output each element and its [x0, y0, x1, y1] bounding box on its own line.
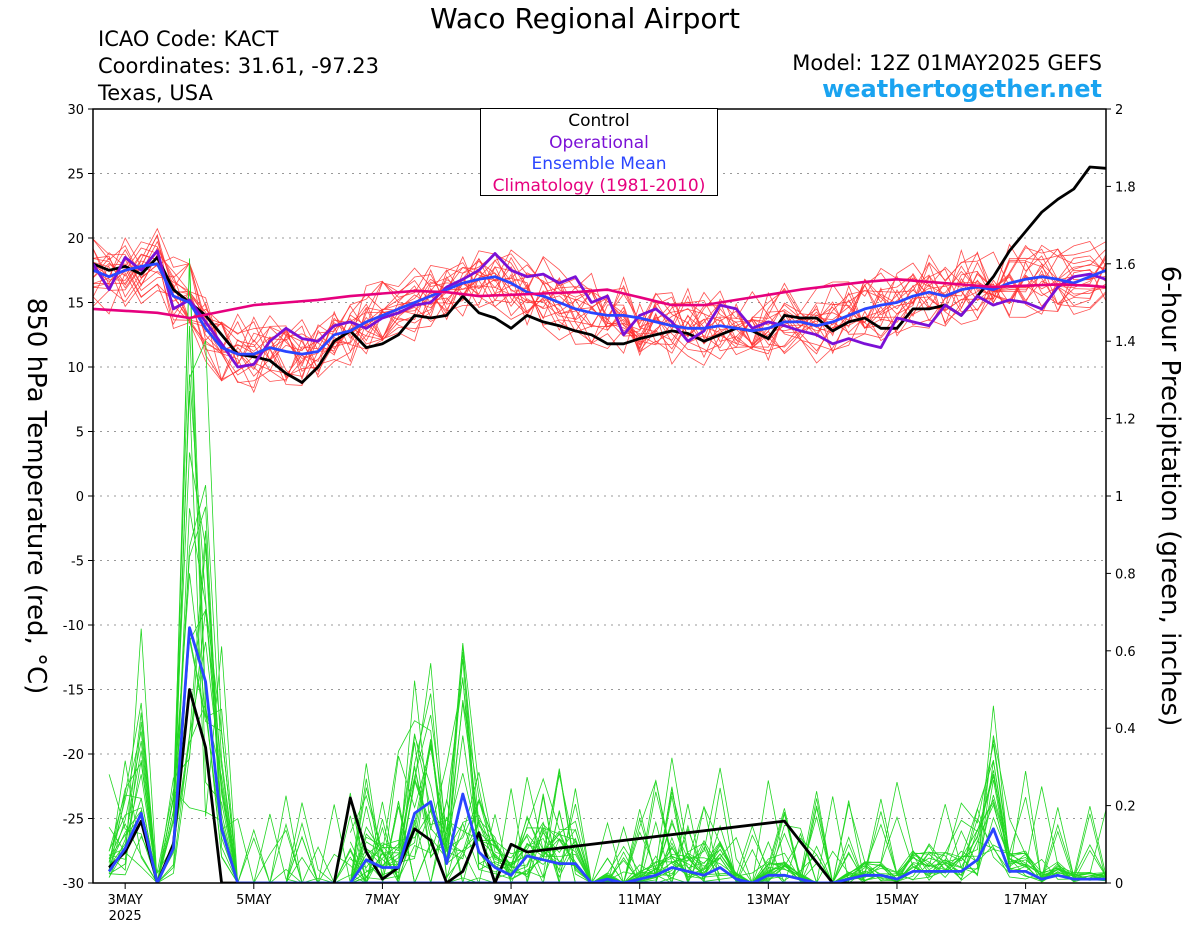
x-tick-label: 9MAY	[493, 893, 528, 908]
chart-title: Waco Regional Airport	[429, 2, 740, 35]
temp-member-line	[93, 248, 1106, 372]
precip-member-line	[108, 635, 865, 883]
x-tick-label: 17MAY	[1004, 893, 1048, 908]
precip-member-line	[108, 543, 865, 883]
series-group	[93, 165, 1106, 883]
y-left-tick-label: -20	[63, 748, 84, 763]
y-right-tick-label: 1.8	[1115, 180, 1136, 195]
y-left-tick-label: -5	[71, 555, 84, 570]
x-tick-label: 3MAY	[108, 893, 143, 908]
y-right-tick-label: 0.4	[1115, 722, 1136, 737]
control-precip-line-late	[332, 796, 962, 883]
site-link[interactable]: weathertogether.net	[822, 75, 1102, 103]
y-right-tick-label: 0.2	[1115, 800, 1136, 815]
y-left-tick-label: -30	[63, 877, 84, 892]
y-left-tick-label: -15	[63, 684, 84, 699]
temp-member-line	[93, 234, 1106, 354]
precip-member-line	[108, 390, 866, 883]
legend-control: Control	[568, 111, 630, 131]
control-temp-line	[93, 165, 1106, 384]
y-left-tick-label: 0	[76, 490, 84, 505]
y-right-tick-label: 2	[1115, 103, 1123, 118]
temp-member-line	[93, 241, 1106, 359]
temp-member-line	[93, 253, 1106, 381]
y-left-tick-label: 15	[67, 297, 84, 312]
operational-temp-line	[93, 249, 1106, 369]
x-tick-label: 11MAY	[618, 893, 662, 908]
x-tick-label: 13MAY	[747, 893, 791, 908]
y-right-tick-label: 0	[1115, 877, 1123, 892]
precip-member-line	[350, 705, 1106, 883]
y-left-tick-label: 25	[67, 168, 84, 183]
ensemble-mean-temp-line	[93, 262, 1106, 356]
y-left-tick-label: 30	[67, 103, 84, 118]
icao-code: ICAO Code: KACT	[98, 27, 279, 51]
y-left-axis-label: 850 hPa Temperature (red, °C)	[21, 298, 51, 695]
y-left-tick-label: 10	[67, 361, 84, 376]
x-tick-label: 15MAY	[875, 893, 919, 908]
temp-member-line	[93, 238, 1106, 361]
y-right-tick-label: 1.2	[1115, 413, 1136, 428]
y-left-tick-label: 5	[76, 426, 84, 441]
chart-legend: Control Operational Ensemble Mean Climat…	[480, 108, 718, 196]
y-right-tick-label: 1	[1115, 490, 1123, 505]
temp-member-line	[93, 239, 1106, 352]
ensemble-mean-precip-line-late	[349, 792, 1106, 883]
region: Texas, USA	[98, 81, 213, 105]
x-tick-label: 7MAY	[365, 893, 400, 908]
coordinates: Coordinates: 31.61, -97.23	[98, 54, 379, 78]
temp-member-line	[93, 253, 1106, 389]
y-right-axis-label: 6-hour Precipitation (green, inches)	[1155, 266, 1185, 726]
precip-member-line	[350, 743, 1106, 883]
y-right-tick-label: 1.6	[1115, 258, 1136, 273]
ensemble-mean-precip-line	[107, 626, 865, 883]
x-tick-sublabel: 2025	[109, 909, 142, 924]
y-right-tick-label: 0.8	[1115, 567, 1136, 582]
legend-operational: Operational	[549, 132, 649, 153]
y-right-tick-label: 0.6	[1115, 645, 1136, 660]
temp-member-line	[93, 233, 1106, 373]
legend-ensemble-mean: Ensemble Mean	[531, 154, 667, 174]
precip-member-line	[349, 746, 1106, 883]
y-right-tick-label: 1.4	[1115, 335, 1136, 350]
precip-member-line	[108, 506, 866, 883]
x-tick-label: 5MAY	[236, 893, 271, 908]
legend-climatology: Climatology (1981-2010)	[492, 175, 706, 196]
climatology-temp-line	[93, 277, 1106, 320]
y-left-tick-label: -10	[63, 619, 84, 634]
y-left-tick-label: -25	[63, 813, 84, 828]
model-run: Model: 12Z 01MAY2025 GEFS	[792, 51, 1102, 75]
temp-member-line	[93, 272, 1106, 394]
temp-member-line	[93, 257, 1106, 384]
precip-member-line	[349, 693, 1106, 883]
precip-member-line	[349, 747, 1106, 883]
y-left-tick-label: 20	[67, 232, 84, 247]
